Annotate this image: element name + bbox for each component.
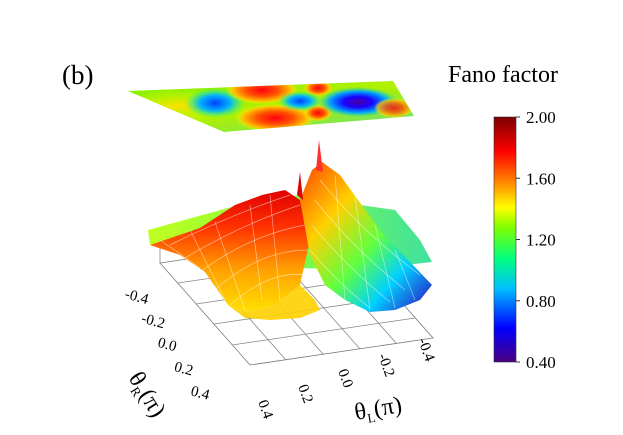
theta-r-tick-label: -0.4 xyxy=(123,286,151,308)
colorbar-gradient xyxy=(493,116,517,363)
colorbar-title: Fano factor xyxy=(448,62,558,88)
theta-l-tick-label: -0.2 xyxy=(374,351,397,379)
colorbar-tick-label: 0.80 xyxy=(526,292,556,311)
theta-l-tick-labels: 0.4 0.2 0.0 -0.2 -0.4 xyxy=(254,336,437,422)
colorbar-tick-label: 2.00 xyxy=(526,108,556,127)
theta-l-tick-label: 0.2 xyxy=(294,382,315,405)
y-axis-title: θR(π) xyxy=(121,367,170,423)
theta-l-tick-label: 0.4 xyxy=(254,398,276,422)
theta-r-tick-labels: -0.4 -0.20.0 0.2 0.4 xyxy=(123,286,212,403)
fano-surface xyxy=(148,140,432,320)
colorbar-tick-label: 1.60 xyxy=(526,169,556,188)
theta-r-tick-label: -0.2 xyxy=(139,311,166,333)
theta-r-tick-label: 0.4 xyxy=(189,383,212,403)
x-axis-title: θL(π) xyxy=(353,392,405,428)
theta-l-title: θL(π) xyxy=(353,392,405,428)
theta-r-tick-label: 0.0 xyxy=(156,335,178,355)
colorbar-tick-label: 0.40 xyxy=(526,353,556,372)
theta-l-tick-label: -0.4 xyxy=(414,336,437,364)
theta-l-tick-label: 0.0 xyxy=(334,367,355,390)
panel-label: (b) xyxy=(62,60,93,90)
colorbar-ticks: 2.00 1.60 1.20 0.80 0.40 xyxy=(516,108,556,372)
theta-r-title: θR(π) xyxy=(121,367,170,423)
colorbar: 2.00 1.60 1.20 0.80 0.40 xyxy=(493,108,556,372)
theta-r-tick-label: 0.2 xyxy=(172,359,194,379)
contour-plane xyxy=(128,81,414,132)
colorbar-tick-label: 1.20 xyxy=(526,231,556,250)
